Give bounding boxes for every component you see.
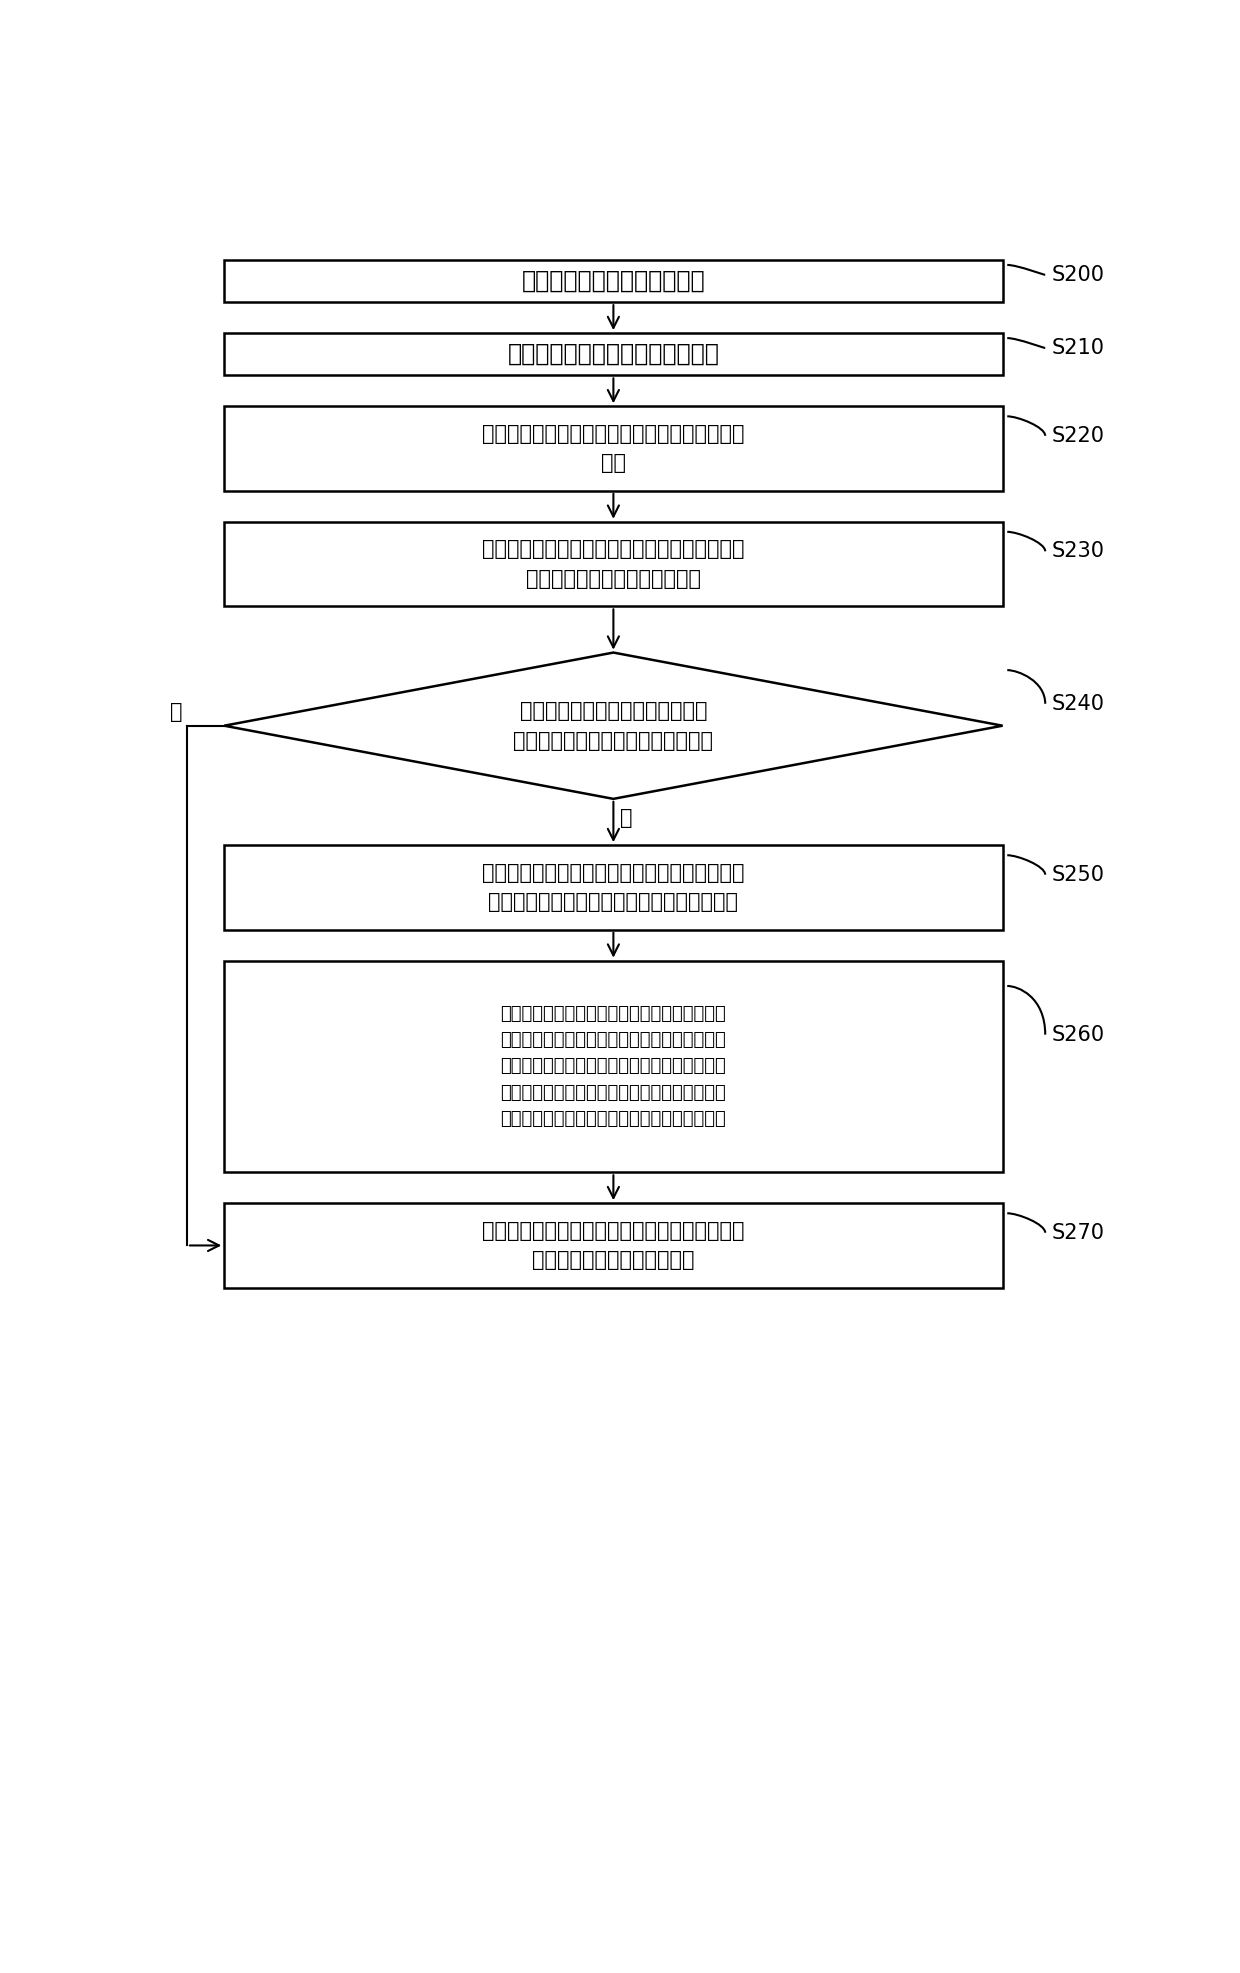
Text: 接收由客户端发起的交易请求: 接收由客户端发起的交易请求 (522, 268, 706, 294)
Text: S230: S230 (1052, 541, 1105, 560)
Text: S270: S270 (1052, 1223, 1105, 1243)
Bar (224, 1204, 1003, 1288)
Text: S210: S210 (1052, 337, 1105, 357)
Text: S260: S260 (1052, 1024, 1105, 1044)
Text: 在上述转出方账号对应的子区块链分区内的记账
节点对上述交易请求进行处理之后，将上述交易
请求转发至上述转入方账号对应的子区块链分区
内的记账节点，以由上述转入方: 在上述转出方账号对应的子区块链分区内的记账 节点对上述交易请求进行处理之后，将上… (501, 1004, 727, 1129)
Text: S200: S200 (1052, 264, 1105, 284)
Bar (224, 406, 1003, 491)
Text: S220: S220 (1052, 426, 1105, 446)
Text: 从上述交易请求中获取转入方账号: 从上述交易请求中获取转入方账号 (507, 341, 719, 367)
Text: 根据上述各个子区块链分区的相关信息确定上述
转入方账号对应的子区块链分区内的记账节点: 根据上述各个子区块链分区的相关信息确定上述 转入方账号对应的子区块链分区内的记账… (482, 862, 745, 912)
Text: 是: 是 (170, 702, 182, 722)
Bar (224, 333, 1003, 375)
Text: 否: 否 (620, 809, 632, 829)
Text: S250: S250 (1052, 864, 1105, 884)
Text: 由上述转出方账号对应的子区块链分区内的记账
节点对上述交易请求进行处理: 由上述转出方账号对应的子区块链分区内的记账 节点对上述交易请求进行处理 (482, 1221, 745, 1271)
Bar (224, 260, 1003, 302)
Text: 从主区块链分区中获取各个子区块链分区的相关
信息: 从主区块链分区中获取各个子区块链分区的相关 信息 (482, 424, 745, 474)
Text: 转入方账号对应的子区块链分区与
转出方账号对应的子区块链分区相同: 转入方账号对应的子区块链分区与 转出方账号对应的子区块链分区相同 (513, 700, 713, 750)
Text: 根据上述各个子区块链分区的相关信息确定上述
转入方账号对应的子区块链分区: 根据上述各个子区块链分区的相关信息确定上述 转入方账号对应的子区块链分区 (482, 539, 745, 588)
Polygon shape (224, 653, 1003, 799)
Bar (224, 844, 1003, 929)
Text: S240: S240 (1052, 694, 1105, 714)
Bar (224, 521, 1003, 606)
Bar (224, 961, 1003, 1172)
